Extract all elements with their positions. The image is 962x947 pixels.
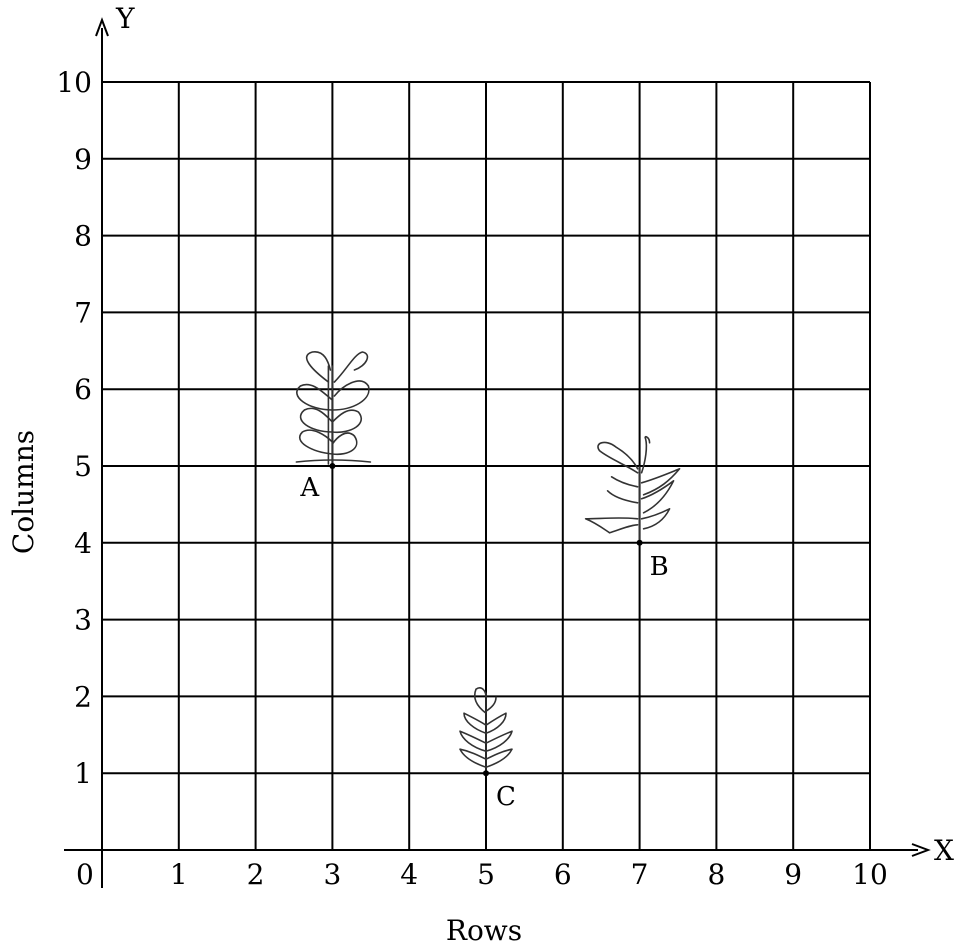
- plants: A B C: [295, 351, 681, 812]
- leafy-plant-icon: [584, 435, 681, 544]
- y-axis-title: Columns: [7, 430, 40, 554]
- plant-b: B: [584, 435, 681, 582]
- x-tick-label: 8: [707, 858, 725, 891]
- x-tick-label: 2: [247, 858, 265, 891]
- y-tick-label: 2: [74, 680, 92, 713]
- x-tick-label: 1: [170, 858, 188, 891]
- x-tick-label: 3: [323, 858, 341, 891]
- x-tick-label: 6: [554, 858, 572, 891]
- y-tick-label: 4: [74, 527, 92, 560]
- y-tick-label: 7: [74, 296, 92, 329]
- x-tick-label: 10: [852, 858, 888, 891]
- x-tick-label: 4: [400, 858, 418, 891]
- x-tick-labels: 1 2 3 4 5 6 7 8 9 10: [170, 858, 888, 891]
- y-tick-label: 1: [74, 757, 92, 790]
- x-axis-title: Rows: [446, 914, 522, 947]
- plant-label: B: [650, 552, 669, 582]
- bushy-plant-icon: [295, 351, 372, 465]
- plant-c: C: [459, 687, 516, 812]
- origin-label: 0: [76, 858, 94, 891]
- x-tick-label: 9: [784, 858, 802, 891]
- plant-a: A: [295, 351, 372, 503]
- x-axis-letter: X: [934, 834, 954, 867]
- plant-label: A: [299, 473, 320, 503]
- y-axis-arrow: [95, 17, 109, 37]
- x-axis-arrow: [911, 843, 931, 857]
- y-axis-letter: Y: [115, 2, 135, 35]
- axes: Y X 0 Rows Columns: [7, 2, 954, 947]
- y-tick-label: 8: [74, 220, 92, 253]
- y-tick-label: 6: [74, 373, 92, 406]
- y-tick-labels: 1 2 3 4 5 6 7 8 9 10: [56, 66, 92, 790]
- y-tick-label: 5: [74, 450, 92, 483]
- small-plant-icon: [459, 687, 513, 775]
- plant-label: C: [496, 782, 516, 812]
- y-tick-label: 9: [74, 143, 92, 176]
- plant-base-point: [483, 770, 489, 777]
- plant-base-point: [636, 539, 643, 546]
- y-tick-label: 3: [74, 604, 92, 637]
- x-tick-label: 5: [477, 858, 495, 891]
- y-tick-label: 10: [56, 66, 92, 99]
- x-tick-label: 7: [631, 858, 649, 891]
- grid-lines: [102, 81, 871, 850]
- plant-base-point: [329, 463, 336, 469]
